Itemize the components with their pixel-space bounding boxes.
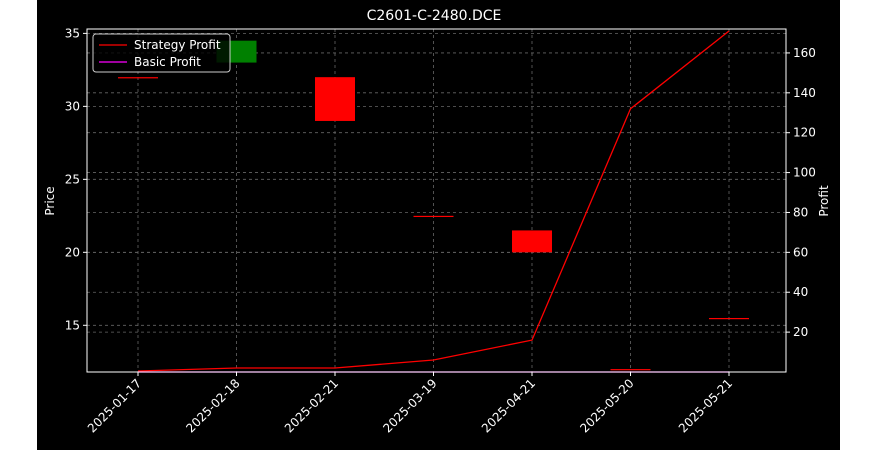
x-tick-label: 2025-04-21	[479, 376, 538, 435]
x-tick-label: 2025-02-21	[282, 376, 341, 435]
y-right-tick-label: 160	[793, 46, 816, 60]
y-left-tick-label: 20	[65, 245, 80, 259]
y-right-tick-label: 140	[793, 86, 816, 100]
y-right-tick-label: 20	[793, 325, 808, 339]
y-right-tick-label: 80	[793, 205, 808, 219]
legend: Strategy Profit Basic Profit	[92, 33, 231, 73]
candle-body	[709, 317, 749, 320]
y-axis-left-label: Price	[43, 186, 57, 215]
y-right-tick-label: 100	[793, 166, 816, 180]
candle-body	[118, 77, 158, 79]
x-tick-label: 2025-01-17	[85, 376, 144, 435]
chart-figure: C2601-C-2480.DCE 2025-01-17 2025-02-18 202…	[37, 0, 840, 450]
y-left-tick-label: 15	[65, 318, 80, 332]
x-tick-label: 2025-05-21	[676, 376, 735, 435]
x-tick-label: 2025-05-20	[577, 376, 636, 435]
y-right-tick-label: 120	[793, 126, 816, 140]
candle-body	[610, 369, 651, 371]
series-line-strategy-profit	[137, 30, 730, 372]
profit-lines	[137, 30, 730, 373]
plot-frame	[86, 28, 787, 373]
legend-label: Strategy Profit	[134, 38, 221, 52]
chart-canvas: C2601-C-2480.DCE 2025-01-17 2025-02-18 202…	[43, 8, 831, 435]
grid	[87, 29, 786, 372]
y-left-tick-label: 35	[65, 26, 80, 40]
x-tick-label: 2025-03-19	[380, 376, 439, 435]
y-axis-right-label: Profit	[817, 185, 831, 217]
y-right-tick-label: 60	[793, 245, 808, 259]
y-left-tick-label: 30	[65, 99, 80, 113]
y-right-tick-label: 40	[793, 285, 808, 299]
chart-title: C2601-C-2480.DCE	[367, 8, 502, 24]
x-tick-label: 2025-02-18	[183, 376, 242, 435]
axes: 2025-01-17 2025-02-18 2025-02-21 2025-03-19…	[65, 26, 816, 435]
legend-label: Basic Profit	[134, 55, 201, 69]
candle-body	[315, 77, 355, 121]
legend-frame	[92, 33, 231, 73]
candle-body	[413, 215, 454, 218]
y-left-tick-label: 25	[65, 172, 80, 186]
candle-body	[512, 230, 552, 253]
